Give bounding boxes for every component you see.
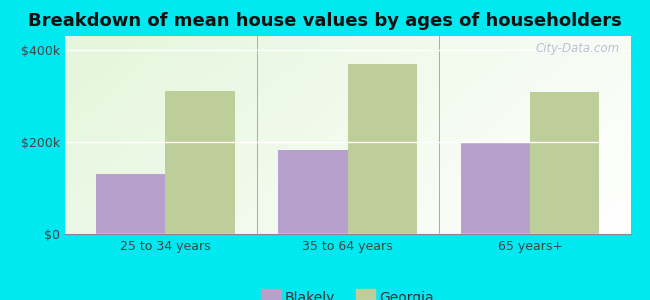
Bar — [461, 143, 530, 234]
Text: City-Data.com: City-Data.com — [535, 42, 619, 55]
Bar — [348, 64, 417, 234]
Bar — [278, 150, 348, 234]
Legend: Blakely, Georgia: Blakely, Georgia — [255, 285, 440, 300]
Bar — [530, 92, 599, 234]
Bar — [165, 91, 235, 234]
Text: Breakdown of mean house values by ages of householders: Breakdown of mean house values by ages o… — [28, 12, 622, 30]
Bar — [96, 174, 165, 234]
